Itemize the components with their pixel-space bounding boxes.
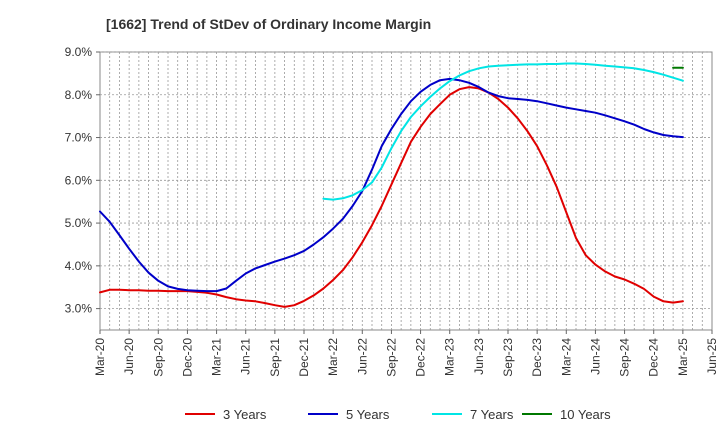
x-tick-label: Sep-22 xyxy=(384,338,398,377)
x-tick-label: Sep-20 xyxy=(151,338,165,377)
y-axis: 3.0% 4.0% 5.0% 6.0% 7.0% 8.0% 9.0% xyxy=(65,45,100,316)
legend-label: 3 Years xyxy=(223,407,267,422)
y-tick-label: 4.0% xyxy=(65,259,93,273)
series-line-3-years xyxy=(99,86,684,308)
x-tick-label: Jun-20 xyxy=(122,338,136,375)
legend-label: 5 Years xyxy=(346,407,390,422)
series-line-7-years xyxy=(322,62,684,201)
x-tick-label: Mar-22 xyxy=(326,338,340,376)
x-tick-label: Dec-21 xyxy=(297,338,311,377)
y-tick-label: 3.0% xyxy=(65,302,93,316)
x-tick-label: Jun-25 xyxy=(705,338,719,375)
x-tick-label: Jun-23 xyxy=(472,338,486,375)
x-tick-label: Jun-24 xyxy=(588,338,602,375)
x-tick-label: Mar-21 xyxy=(210,338,224,376)
y-tick-label: 5.0% xyxy=(65,216,93,230)
y-tick-label: 9.0% xyxy=(65,45,93,59)
grid-lines xyxy=(100,51,712,330)
x-tick-label: Mar-20 xyxy=(93,338,107,376)
x-tick-label: Mar-23 xyxy=(443,338,457,376)
y-tick-label: 7.0% xyxy=(65,131,93,145)
x-tick-label: Dec-23 xyxy=(530,338,544,377)
x-axis: Mar-20 Jun-20 Sep-20 Dec-20 Mar-21 Jun-21 Sep-… xyxy=(93,330,719,377)
legend-label: 10 Years xyxy=(560,407,611,422)
x-tick-label: Mar-25 xyxy=(676,338,690,376)
x-tick-label: Mar-24 xyxy=(559,338,573,376)
x-tick-label: Jun-22 xyxy=(355,338,369,375)
x-tick-label: Dec-22 xyxy=(414,338,428,377)
y-tick-label: 6.0% xyxy=(65,173,93,187)
x-tick-label: Sep-23 xyxy=(501,338,515,377)
legend: 3 Years 5 Years 7 Years 10 Years xyxy=(185,407,611,422)
chart-title: [1662] Trend of StDev of Ordinary Income… xyxy=(106,16,431,32)
series-line-5-years xyxy=(99,77,684,293)
series-lines xyxy=(99,62,684,308)
y-tick-label: 8.0% xyxy=(65,88,93,102)
x-tick-label: Sep-21 xyxy=(268,338,282,377)
x-tick-label: Jun-21 xyxy=(239,338,253,375)
legend-label: 7 Years xyxy=(470,407,514,422)
x-tick-label: Dec-20 xyxy=(180,338,194,377)
plot-area xyxy=(99,51,713,331)
x-tick-label: Dec-24 xyxy=(647,338,661,377)
x-tick-label: Sep-24 xyxy=(618,338,632,377)
